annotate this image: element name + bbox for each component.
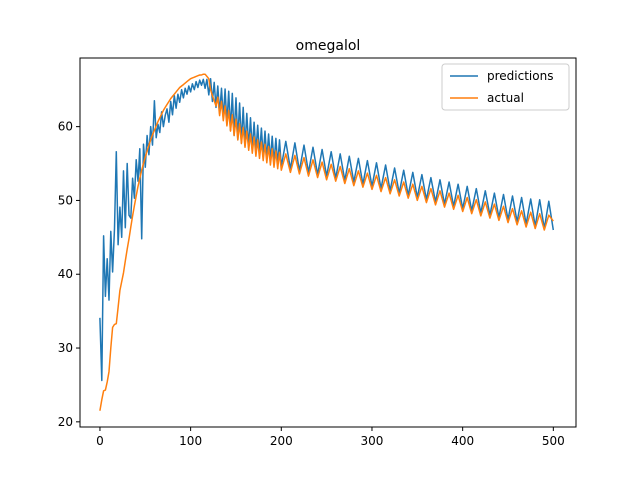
x-tick-label: 0 — [96, 434, 104, 448]
y-tick-label: 30 — [58, 341, 73, 355]
y-tick-label: 60 — [58, 120, 73, 134]
chart-title: omegalol — [296, 38, 361, 54]
legend-label-predictions: predictions — [487, 69, 553, 83]
x-tick-label: 400 — [451, 434, 474, 448]
y-tick-label: 40 — [58, 267, 73, 281]
y-tick-label: 20 — [58, 415, 73, 429]
axes-frame — [79, 57, 577, 428]
x-tick-label: 200 — [270, 434, 293, 448]
y-tick-label: 50 — [58, 193, 73, 207]
series-line-actual — [99, 73, 554, 411]
x-axis: 0 100 200 300 400 500 — [96, 427, 565, 448]
plot-area — [99, 73, 555, 411]
y-axis: 20 30 40 50 60 — [58, 120, 80, 429]
x-tick-label: 100 — [179, 434, 202, 448]
x-tick-label: 300 — [361, 434, 384, 448]
legend-label-actual: actual — [487, 91, 524, 105]
x-tick-label: 500 — [542, 434, 565, 448]
legend: predictions actual — [441, 63, 570, 111]
